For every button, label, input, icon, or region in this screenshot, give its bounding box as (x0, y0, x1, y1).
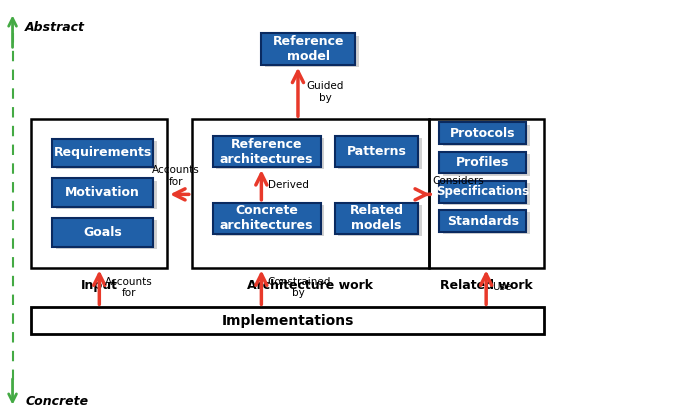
FancyBboxPatch shape (439, 152, 526, 173)
FancyBboxPatch shape (56, 220, 157, 249)
Text: Goals: Goals (84, 226, 122, 239)
Text: Derived: Derived (268, 180, 309, 190)
FancyBboxPatch shape (338, 205, 422, 236)
Text: Reference
model: Reference model (273, 35, 344, 63)
Text: Accounts
for: Accounts for (152, 165, 200, 187)
Text: Reference
architectures: Reference architectures (220, 138, 314, 166)
FancyBboxPatch shape (261, 33, 355, 65)
Text: Requirements: Requirements (54, 146, 152, 160)
FancyBboxPatch shape (338, 138, 422, 169)
Text: Guided
by: Guided by (307, 81, 344, 103)
FancyBboxPatch shape (439, 181, 526, 203)
Text: Use: Use (492, 283, 511, 292)
Text: Constrained
by: Constrained by (267, 277, 330, 298)
FancyBboxPatch shape (335, 203, 418, 234)
Text: Concrete
architectures: Concrete architectures (220, 204, 314, 232)
Text: Architecture work: Architecture work (247, 279, 373, 292)
FancyBboxPatch shape (443, 183, 530, 205)
FancyBboxPatch shape (213, 136, 321, 167)
Text: Implementations: Implementations (222, 314, 353, 328)
Text: Considers: Considers (432, 176, 484, 186)
Text: Related work: Related work (440, 279, 533, 292)
Text: Accounts
for: Accounts for (105, 277, 153, 298)
Text: Input: Input (81, 279, 118, 292)
FancyBboxPatch shape (443, 125, 530, 146)
FancyBboxPatch shape (439, 122, 526, 144)
FancyBboxPatch shape (52, 218, 153, 247)
FancyBboxPatch shape (443, 154, 530, 176)
FancyBboxPatch shape (335, 136, 418, 167)
Text: Patterns: Patterns (346, 145, 406, 158)
FancyBboxPatch shape (52, 178, 153, 207)
FancyBboxPatch shape (213, 203, 321, 234)
FancyBboxPatch shape (56, 141, 157, 169)
FancyBboxPatch shape (216, 205, 324, 236)
FancyBboxPatch shape (216, 138, 324, 169)
Text: Standards: Standards (447, 214, 519, 228)
Text: Specifications: Specifications (436, 185, 529, 199)
Text: Related
models: Related models (349, 204, 404, 232)
Text: Motivation: Motivation (66, 186, 140, 199)
Text: Protocols: Protocols (450, 127, 515, 140)
FancyBboxPatch shape (52, 139, 153, 167)
FancyBboxPatch shape (265, 36, 359, 67)
FancyBboxPatch shape (439, 210, 526, 232)
Text: Abstract: Abstract (25, 20, 85, 34)
FancyBboxPatch shape (443, 212, 530, 234)
Text: Profiles: Profiles (456, 156, 510, 169)
FancyBboxPatch shape (56, 181, 157, 209)
Text: Concrete: Concrete (25, 395, 89, 408)
